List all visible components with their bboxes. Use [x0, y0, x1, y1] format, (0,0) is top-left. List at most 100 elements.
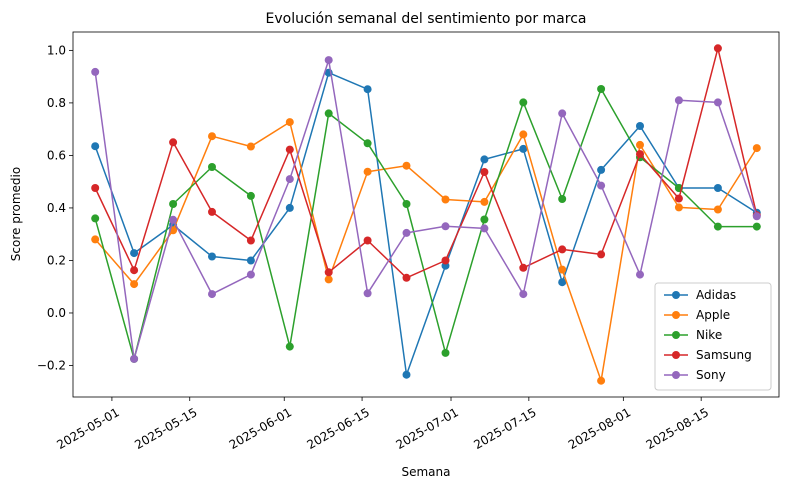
data-point-adidas — [713, 184, 722, 192]
data-point-samsung — [558, 245, 567, 254]
data-point-nike — [519, 98, 528, 107]
legend-marker-sony — [672, 371, 680, 379]
data-point-sony — [674, 96, 683, 105]
data-point-nike — [441, 348, 450, 357]
y-tick-label: 0.0 — [47, 306, 66, 320]
data-point-samsung — [402, 273, 411, 282]
y-axis-label: Score promedio — [9, 167, 23, 261]
data-point-nike — [91, 214, 100, 223]
x-axis-label: Semana — [401, 465, 450, 479]
data-point-samsung — [597, 250, 606, 259]
data-point-sony — [91, 67, 100, 76]
legend-marker-nike — [672, 331, 680, 339]
legend-box — [654, 282, 772, 391]
y-tick-label: 0.4 — [47, 201, 66, 215]
data-point-sony — [636, 270, 644, 279]
legend-marker-samsung — [672, 351, 680, 359]
data-point-sony — [713, 98, 722, 107]
x-tick-label: 2025-07-01 — [394, 405, 461, 452]
data-point-apple — [480, 197, 489, 206]
data-point-nike — [480, 215, 489, 224]
data-point-sony — [363, 289, 372, 298]
data-point-sony — [597, 181, 606, 190]
data-point-apple — [441, 195, 450, 204]
data-point-sony — [752, 212, 761, 221]
data-point-apple — [208, 132, 216, 141]
data-point-samsung — [674, 194, 683, 203]
x-tick-label: 2025-06-01 — [227, 405, 294, 452]
data-point-samsung — [441, 256, 450, 265]
x-tick-label: 2025-05-01 — [54, 405, 121, 452]
data-point-adidas — [285, 203, 294, 212]
data-point-apple — [402, 161, 411, 170]
x-axis: 2025-05-01 2025-05-15 2025-06-01 2025-06-15… — [54, 397, 711, 452]
data-point-nike — [246, 191, 255, 200]
data-point-adidas — [363, 85, 372, 94]
legend-item-adidas: Adidas — [664, 288, 736, 302]
data-point-adidas — [208, 252, 216, 261]
data-point-sony — [285, 175, 294, 184]
data-point-adidas — [597, 165, 606, 174]
data-point-apple — [636, 140, 644, 149]
data-point-samsung — [208, 207, 216, 216]
y-tick-label: 0.6 — [47, 148, 66, 162]
x-tick-label: 2025-08-15 — [644, 405, 711, 452]
data-point-sony — [441, 222, 450, 231]
y-axis: −0.2 0.0 0.2 0.4 0.6 0.8 1.0 — [37, 43, 73, 372]
legend: Adidas Apple Nike Samsung Sony — [654, 282, 772, 391]
legend-item-samsung: Samsung — [664, 348, 752, 362]
data-point-apple — [597, 376, 606, 385]
legend-label-apple: Apple — [696, 308, 730, 322]
data-point-samsung — [363, 236, 372, 245]
data-point-nike — [597, 85, 606, 93]
data-point-samsung — [519, 263, 528, 272]
data-point-apple — [363, 167, 372, 176]
data-point-samsung — [169, 138, 178, 147]
y-tick-label: −0.2 — [37, 358, 66, 372]
data-point-samsung — [324, 268, 333, 277]
data-point-apple — [752, 144, 761, 153]
data-point-samsung — [285, 145, 294, 154]
data-point-samsung — [636, 150, 644, 159]
data-point-apple — [713, 205, 722, 214]
legend-label-sony: Sony — [696, 368, 726, 382]
data-point-nike — [402, 200, 411, 208]
data-point-sony — [208, 290, 216, 299]
series-line-adidas — [94, 71, 758, 376]
data-point-adidas — [519, 144, 528, 153]
data-point-apple — [285, 118, 294, 127]
data-point-apple — [246, 142, 255, 151]
legend-item-sony: Sony — [664, 368, 726, 382]
data-point-nike — [324, 109, 333, 118]
series-line-apple — [94, 121, 758, 382]
y-tick-label: 0.8 — [47, 96, 66, 110]
data-point-sony — [130, 354, 139, 363]
legend-item-nike: Nike — [664, 328, 722, 342]
data-point-adidas — [558, 278, 567, 287]
data-point-samsung — [713, 44, 722, 53]
legend-marker-apple — [672, 311, 680, 319]
data-point-sony — [169, 215, 178, 224]
data-point-samsung — [130, 266, 139, 275]
data-point-adidas — [246, 256, 255, 265]
legend-label-nike: Nike — [696, 328, 722, 342]
data-point-adidas — [91, 142, 100, 151]
y-tick-label: 1.0 — [47, 43, 66, 57]
y-tick-label: 0.2 — [47, 253, 66, 267]
data-point-adidas — [402, 370, 411, 379]
plot-area — [72, 31, 780, 398]
data-point-adidas — [480, 155, 489, 164]
x-tick-label: 2025-05-15 — [132, 405, 199, 452]
x-tick-label: 2025-06-15 — [305, 405, 372, 452]
plot-frame — [72, 31, 780, 398]
data-point-sony — [246, 270, 255, 279]
data-point-apple — [130, 280, 139, 289]
data-point-sony — [480, 224, 489, 233]
legend-label-samsung: Samsung — [696, 348, 752, 362]
data-point-apple — [558, 265, 567, 274]
data-point-samsung — [480, 168, 489, 176]
x-tick-label: 2025-08-01 — [566, 405, 633, 452]
data-point-apple — [519, 130, 528, 139]
data-point-nike — [363, 139, 372, 148]
